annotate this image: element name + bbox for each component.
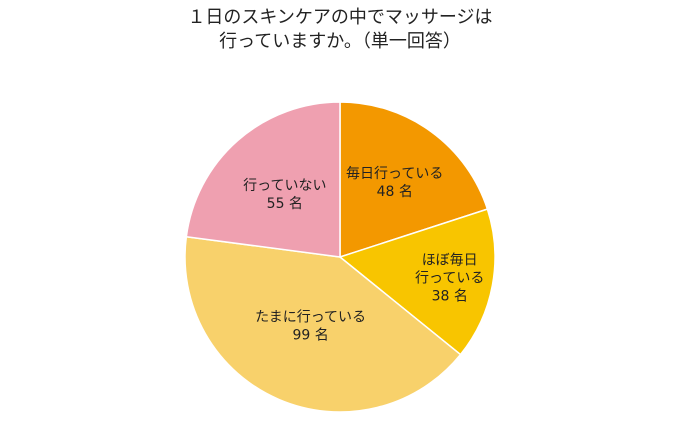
slice-label-4-line-2: 55 名 — [267, 196, 303, 212]
slice-label-1: 毎日行っている 48 名 — [346, 166, 443, 200]
slice-label-2-line-2: 行っている — [415, 270, 484, 286]
slice-label-1-line-1: 毎日行っている — [346, 166, 443, 182]
chart-title: １日のスキンケアの中でマッサージは 行っていますか。（単一回答） — [0, 6, 680, 54]
slice-label-3-line-1: たまに行っている — [255, 309, 366, 325]
slice-label-2: ほぼ毎日行っている 38 名 — [415, 252, 484, 304]
slice-label-2-line-3: 38 名 — [432, 288, 468, 304]
slice-label-4-line-1: 行っていない — [243, 178, 326, 194]
slice-label-4: 行っていない 55 名 — [243, 178, 326, 212]
pie-slice-2 — [338, 208, 496, 356]
chart-title-line-1: １日のスキンケアの中でマッサージは — [187, 7, 493, 28]
pie-slice-3 — [184, 235, 462, 413]
slice-label-2-line-1: ほぼ毎日 — [422, 252, 478, 268]
pie-slice-4 — [185, 101, 341, 258]
slice-label-3-line-2: 99 名 — [292, 327, 328, 343]
chart-title-line-2: 行っていますか。（単一回答） — [219, 31, 461, 52]
pie-slice-1 — [339, 101, 489, 259]
slice-label-3: たまに行っている 99 名 — [255, 309, 366, 343]
slice-label-1-line-2: 48 名 — [377, 184, 413, 200]
